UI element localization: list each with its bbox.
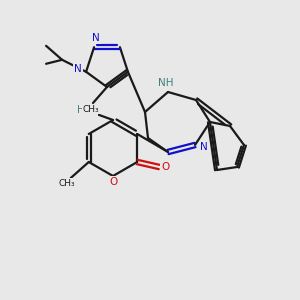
Text: NH: NH xyxy=(158,78,174,88)
Text: N: N xyxy=(92,33,100,43)
Text: CH₃: CH₃ xyxy=(58,178,75,188)
Text: H: H xyxy=(77,105,85,115)
Text: O: O xyxy=(109,177,117,187)
Text: O: O xyxy=(89,105,97,115)
Text: CH₃: CH₃ xyxy=(83,104,99,113)
Text: N: N xyxy=(200,142,208,152)
Text: N: N xyxy=(74,64,82,74)
Text: O: O xyxy=(161,162,170,172)
